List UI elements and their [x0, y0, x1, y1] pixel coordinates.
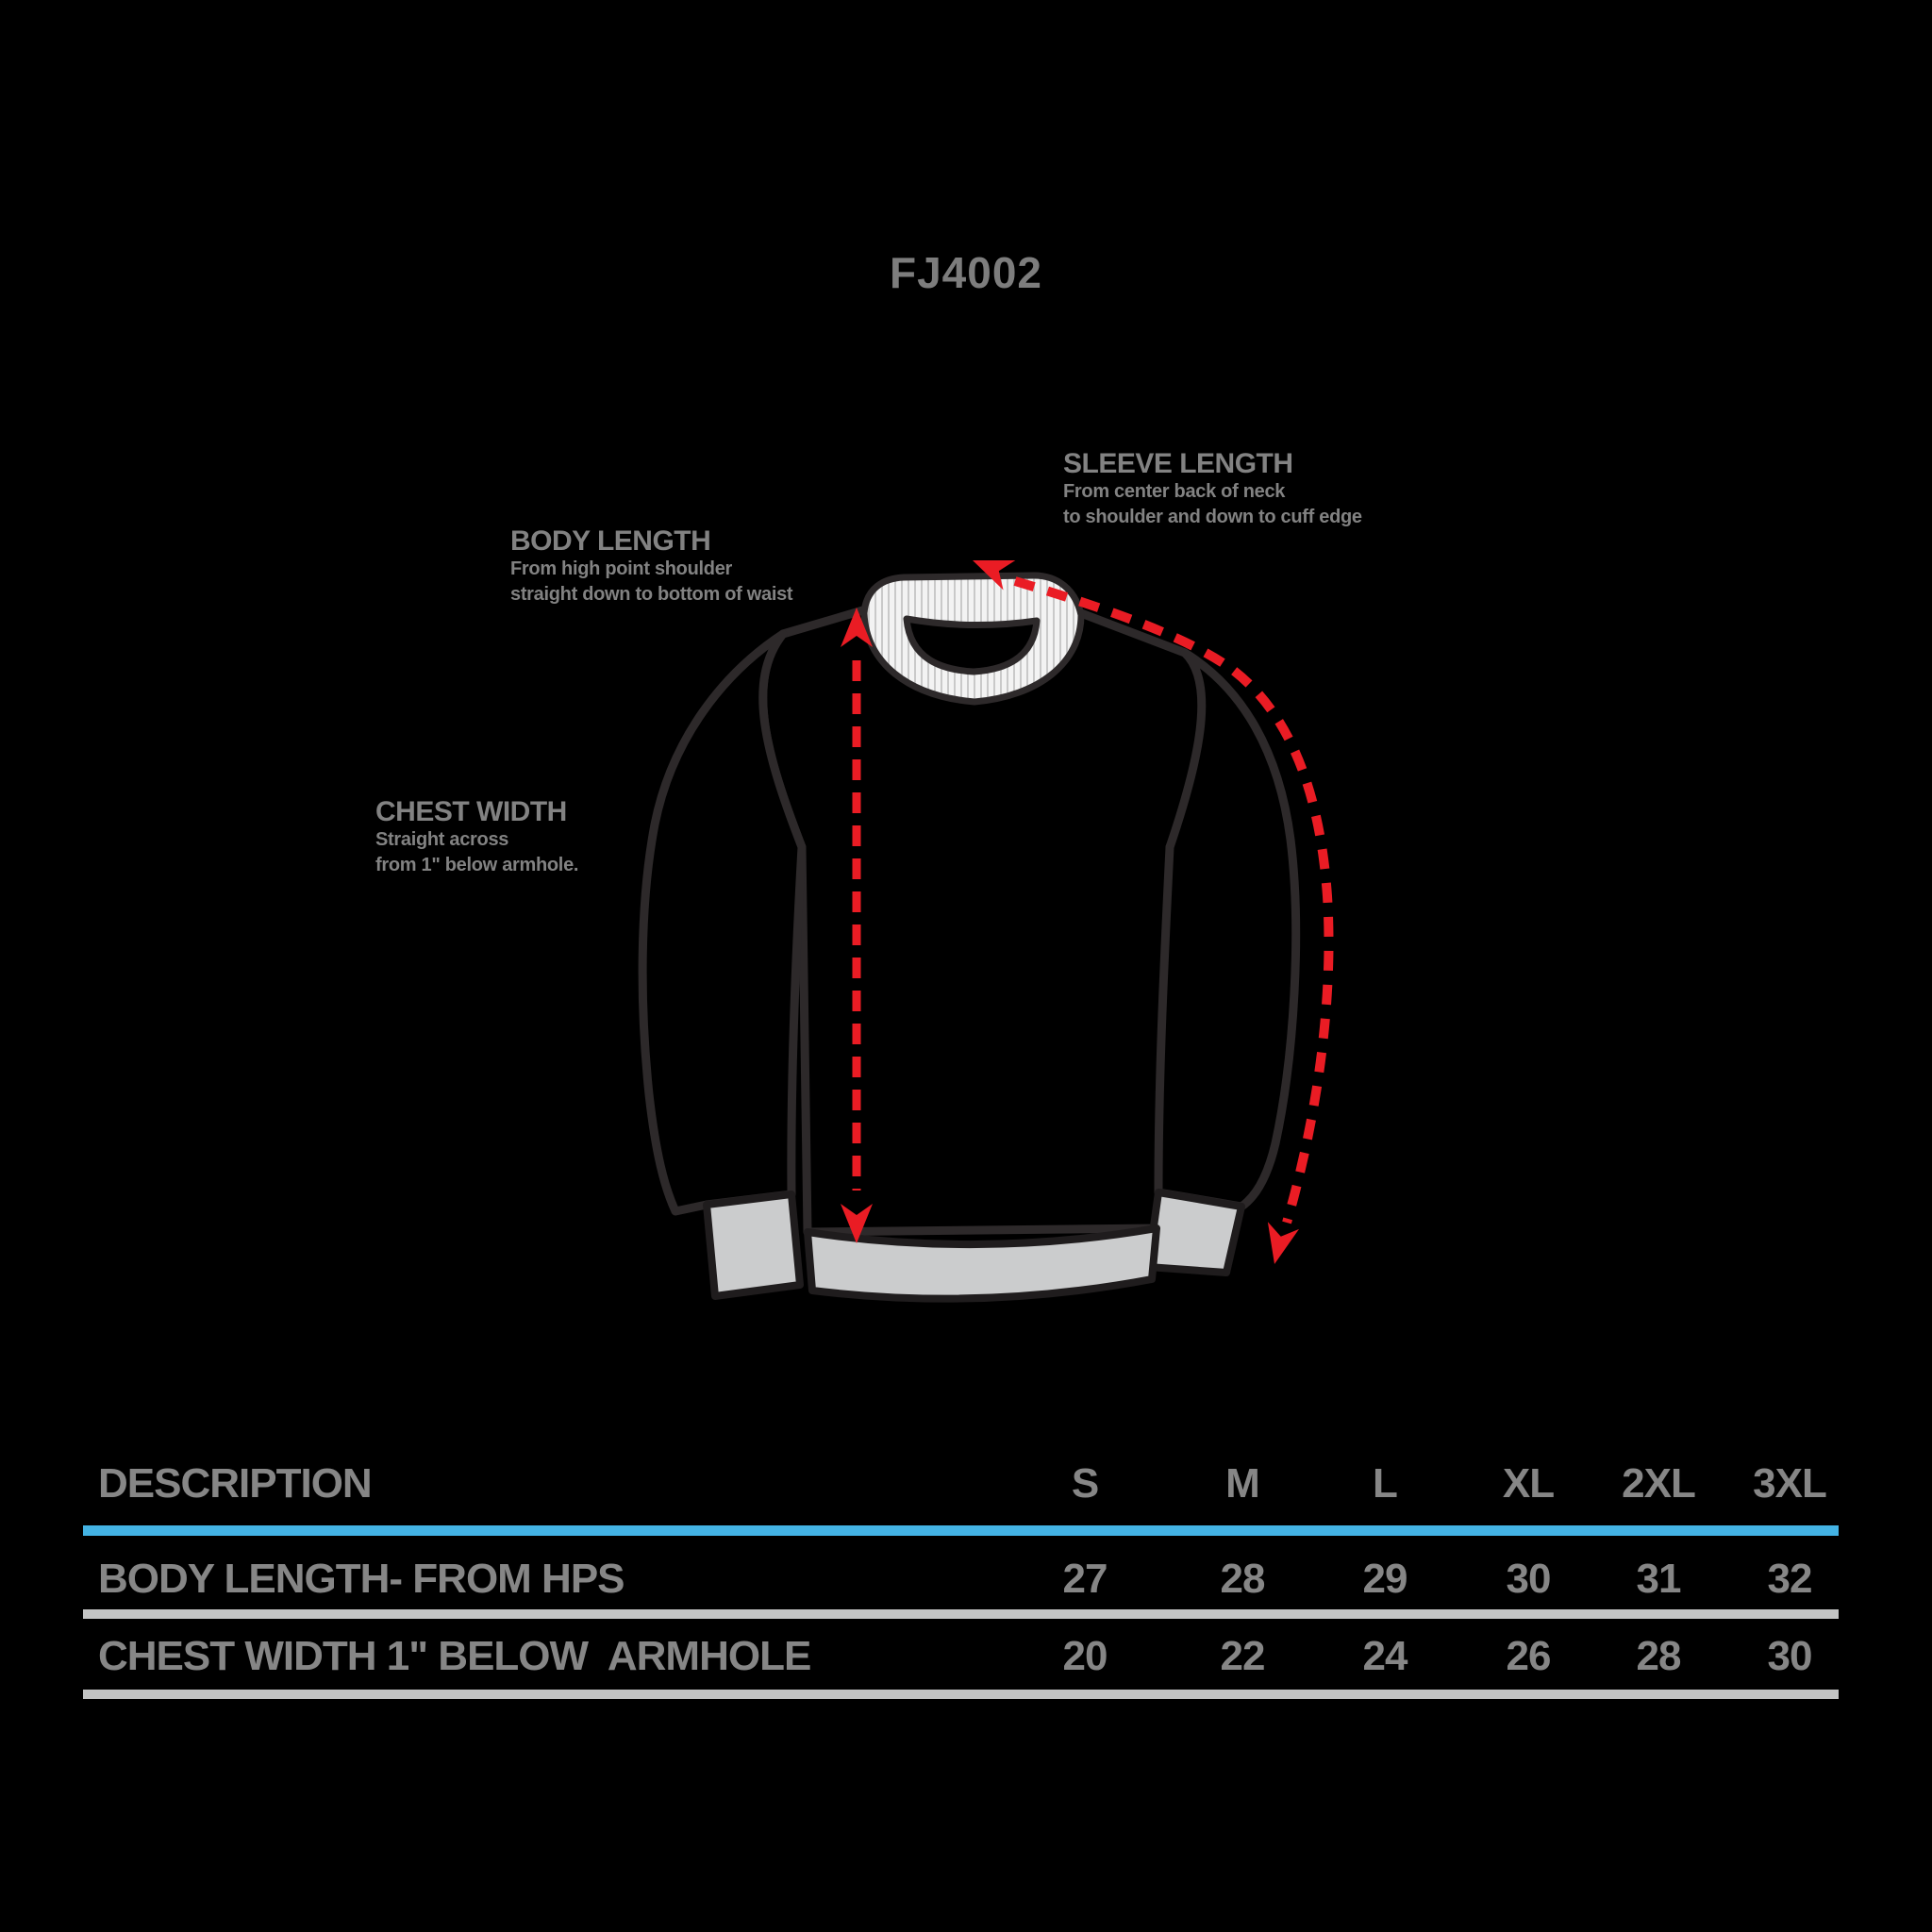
right-cuff: [1144, 1189, 1245, 1276]
sleeve-length-desc-line2: to shoulder and down to cuff edge: [1063, 507, 1362, 527]
chest-width-value-m: 22: [1220, 1633, 1266, 1679]
arrowhead-up-icon: [841, 608, 873, 647]
body-length-value-2xl: 31: [1636, 1556, 1682, 1602]
body-length-heading: BODY LENGTH: [510, 525, 711, 557]
size-col-header-m: M: [1225, 1460, 1260, 1507]
waistband: [804, 1224, 1160, 1303]
sleeve-length-annotation: SLEEVE LENGTH From center back of neck t…: [1063, 449, 1362, 530]
sleeve-length-heading: SLEEVE LENGTH: [1063, 448, 1293, 479]
table-description-header: DESCRIPTION: [98, 1460, 373, 1507]
size-col-header-2xl: 2XL: [1622, 1460, 1696, 1507]
size-col-header-s: S: [1071, 1460, 1099, 1507]
body-length-desc-line2: straight down to bottom of waist: [510, 584, 793, 605]
row-separator: [83, 1609, 1839, 1619]
chest-width-value-s: 20: [1062, 1633, 1108, 1679]
chest-width-desc-line1: Straight across: [375, 829, 509, 850]
table-row-label-body-length: BODY LENGTH- FROM HPS: [98, 1556, 625, 1602]
sleeve-length-desc-line1: From center back of neck: [1063, 481, 1286, 502]
body-length-value-3xl: 32: [1767, 1556, 1813, 1602]
sleeve-length-arrow: [973, 559, 1334, 1264]
size-col-header-l: L: [1373, 1460, 1398, 1507]
right-sleeve-outline: [1154, 648, 1301, 1211]
arrowhead-upleft-icon: [973, 559, 1016, 591]
body-length-value-l: 29: [1362, 1556, 1408, 1602]
left-sleeve-outline: [638, 629, 807, 1216]
product-code-title: FJ4002: [889, 248, 1042, 297]
chest-width-heading: CHEST WIDTH: [375, 796, 567, 827]
chest-width-value-xl: 26: [1506, 1633, 1552, 1679]
body-length-desc-line1: From high point shoulder: [510, 558, 732, 579]
table-row-label-chest-width: CHEST WIDTH 1" BELOW ARMHOLE: [98, 1633, 811, 1679]
size-col-header-3xl: 3XL: [1753, 1460, 1827, 1507]
body-length-arrow: [841, 608, 873, 1243]
body-length-value-xl: 30: [1506, 1556, 1552, 1602]
chest-width-value-2xl: 28: [1636, 1633, 1682, 1679]
chest-width-desc-line2: from 1" below armhole.: [375, 855, 579, 875]
arrowhead-down-icon: [1267, 1222, 1300, 1264]
body-length-annotation: BODY LENGTH From high point shoulder str…: [510, 525, 793, 608]
chest-width-value-l: 24: [1362, 1633, 1408, 1679]
header-accent-rule: [83, 1525, 1839, 1536]
body-length-value-s: 27: [1062, 1556, 1108, 1602]
chest-width-annotation: CHEST WIDTH Straight across from 1" belo…: [375, 797, 578, 878]
neck-opening: [903, 615, 1041, 675]
chest-width-value-3xl: 30: [1767, 1633, 1813, 1679]
left-cuff: [703, 1191, 804, 1300]
row-separator: [83, 1690, 1839, 1699]
arrowhead-down-icon: [841, 1204, 873, 1243]
body-length-value-m: 28: [1220, 1556, 1266, 1602]
size-col-header-xl: XL: [1502, 1460, 1555, 1507]
